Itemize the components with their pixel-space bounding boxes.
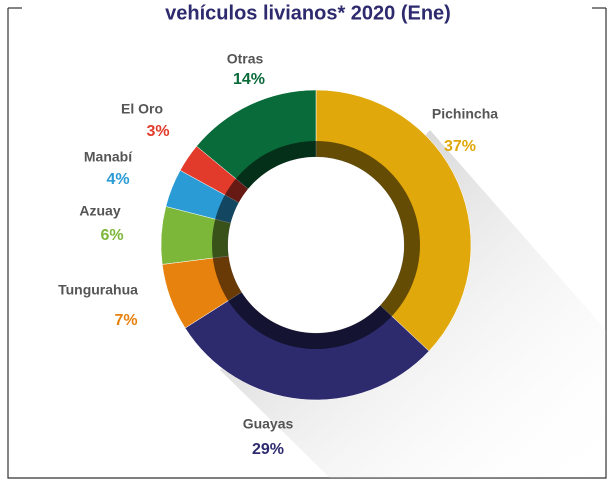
value-label: 6% xyxy=(100,227,123,244)
slice-label: Pichincha xyxy=(432,106,498,122)
value-label: 14% xyxy=(233,71,265,88)
chart-title: vehículos livianos* 2020 (Ene) xyxy=(165,2,451,24)
frame xyxy=(7,8,607,479)
value-label: 29% xyxy=(252,441,284,458)
value-label: 4% xyxy=(106,171,129,188)
slice-label: Azuay xyxy=(79,203,120,219)
slice-label: Tungurahua xyxy=(58,282,138,298)
inner-ring xyxy=(212,141,420,349)
value-label: 3% xyxy=(146,123,169,140)
value-label: 37% xyxy=(444,138,476,155)
donut xyxy=(160,89,472,401)
value-label: 7% xyxy=(114,312,137,329)
slice-label: Guayas xyxy=(243,416,294,432)
slice-label: El Oro xyxy=(121,101,163,117)
hole xyxy=(228,157,404,333)
slice-label: Manabí xyxy=(84,149,133,165)
slice-label: Otras xyxy=(227,51,264,67)
